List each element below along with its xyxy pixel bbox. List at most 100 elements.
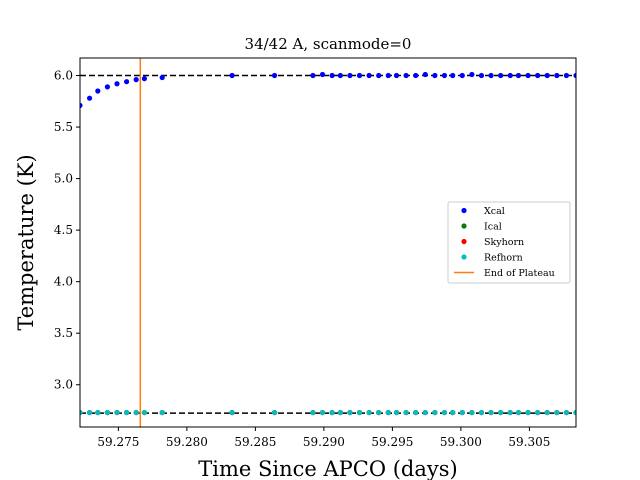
legend-label-end-of-plateau: End of Plateau	[484, 268, 555, 279]
refhorn-point	[515, 409, 522, 416]
refhorn-point	[478, 409, 485, 416]
xcal-point	[385, 72, 391, 79]
refhorn-point	[459, 409, 465, 416]
refhorn-point	[80, 409, 83, 416]
refhorn-point	[271, 409, 278, 416]
x-axis: 59.275 59.280 59.285 59.290 59.295 59.300 59.3…	[97, 427, 550, 449]
y-tick-label: 5.5	[54, 120, 73, 134]
xcal-point	[554, 72, 560, 79]
refhorn-point	[319, 409, 326, 416]
refhorn-point	[544, 409, 550, 416]
refhorn-point	[337, 409, 343, 416]
refhorn-point	[535, 409, 541, 416]
xcal-point	[141, 76, 147, 82]
plot-frame	[79, 57, 577, 428]
refhorn-point	[393, 409, 400, 416]
legend-label-xcal: Xcal	[484, 206, 505, 217]
refhorn-point	[95, 409, 101, 416]
xcal-point	[515, 72, 522, 79]
refhorn-point	[86, 409, 93, 416]
refhorn-point	[422, 409, 428, 416]
chart-title: 34/42 A, scanmode=0	[245, 35, 412, 53]
xcal-point	[95, 88, 101, 94]
xcal-point	[80, 102, 83, 109]
x-tick-label: 59.295	[371, 435, 413, 449]
x-tick-label: 59.290	[303, 435, 345, 449]
y-axis-label: Temperature (K)	[14, 154, 38, 330]
x-tick-label: 59.300	[440, 435, 482, 449]
xcal-point	[347, 72, 353, 79]
legend-label-refhorn: Refhorn	[484, 253, 523, 264]
refhorn-point	[432, 409, 438, 416]
xcal-point	[498, 72, 504, 79]
xcal-point	[376, 72, 382, 79]
xcal-point	[271, 72, 278, 79]
refhorn-point	[356, 409, 363, 416]
refhorn-point	[413, 409, 419, 416]
xcal-point	[422, 71, 428, 78]
refhorn-point	[469, 409, 475, 416]
legend-box	[447, 201, 571, 284]
xcal-point	[459, 72, 465, 79]
refhorn-point	[573, 409, 576, 416]
refhorn-point	[366, 409, 372, 416]
refhorn-point	[376, 409, 382, 416]
legend-swatch-skyhorn	[461, 238, 467, 245]
xcal-point	[403, 72, 409, 79]
refhorn-point	[403, 409, 409, 416]
x-tick-label: 59.280	[166, 435, 208, 449]
refhorn-point	[114, 409, 120, 416]
refhorn-point	[563, 409, 570, 416]
xcal-point	[133, 77, 139, 83]
xcal-point	[123, 79, 130, 85]
xcal-point	[329, 72, 335, 79]
y-tick-label: 4.0	[54, 275, 73, 289]
xcal-point	[525, 72, 531, 79]
xcal-point	[573, 72, 576, 79]
legend-swatch-refhorn	[461, 254, 467, 260]
xcal-point	[432, 72, 438, 79]
refhorn-point	[104, 409, 111, 416]
xcal-point	[488, 72, 494, 79]
legend-swatch-xcal	[461, 207, 467, 214]
refhorn-point	[310, 409, 316, 416]
refhorn-point	[507, 409, 513, 416]
y-tick-label: 3.0	[54, 378, 73, 392]
refhorn-point	[441, 409, 448, 416]
refhorn-point	[329, 409, 335, 416]
xcal-point	[86, 95, 93, 101]
x-tick-label: 59.305	[508, 435, 550, 449]
refhorn-point	[498, 409, 504, 416]
xcal-point	[478, 72, 485, 79]
xcal-point	[310, 72, 316, 79]
y-axis: 3.0 3.5 4.0 4.5 5.0 5.5 6.0	[54, 69, 80, 392]
xcal-point	[393, 72, 400, 79]
refhorn-point	[525, 409, 531, 416]
xcal-point	[413, 72, 419, 79]
data-marks	[80, 58, 576, 427]
xcal-point	[469, 71, 475, 78]
y-tick-label: 4.5	[54, 223, 73, 237]
xcal-point	[159, 74, 165, 81]
refhorn-point	[123, 409, 130, 416]
refhorn-point	[450, 409, 456, 416]
xcal-point	[104, 84, 111, 90]
xcal-point	[507, 72, 513, 79]
refhorn-point	[488, 409, 494, 416]
y-tick-label: 6.0	[54, 69, 73, 83]
y-tick-label: 5.0	[54, 172, 73, 186]
refhorn-point	[133, 409, 139, 416]
x-axis-label: Time Since APCO (days)	[198, 457, 457, 480]
xcal-point	[441, 72, 448, 79]
x-tick-label: 59.275	[97, 435, 139, 449]
xcal-point	[319, 71, 326, 78]
xcal-point	[544, 72, 550, 79]
xcal-point	[356, 72, 363, 79]
legend: Xcal Ical Skyhorn Refhorn End of Plateau	[447, 201, 571, 284]
xcal-point	[535, 72, 541, 79]
refhorn-point	[229, 409, 235, 416]
legend-swatch-ical	[461, 223, 467, 229]
y-tick-label: 3.5	[54, 326, 73, 340]
refhorn-point	[347, 409, 353, 416]
xcal-point	[337, 72, 343, 79]
